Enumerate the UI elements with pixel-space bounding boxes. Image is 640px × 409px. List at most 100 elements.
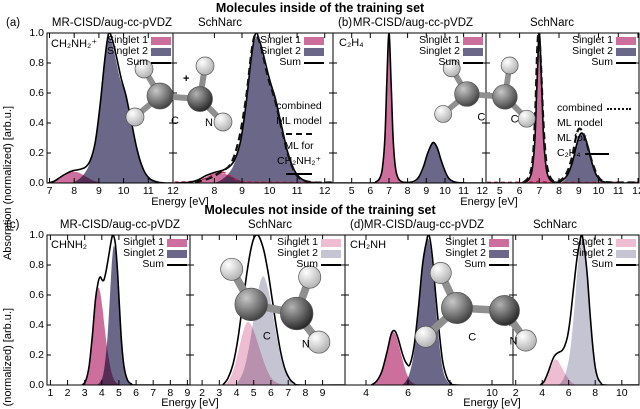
atom-H — [500, 56, 519, 75]
atom-H — [134, 59, 154, 79]
ml-legend-text: ML model — [557, 117, 603, 129]
panel-a-title-schnarc: SchNarc — [197, 17, 243, 29]
y-tick-label-c0: 0.0 — [29, 379, 44, 391]
legend-entry-s1: Singlet 1 — [445, 237, 509, 248]
atom-H — [298, 265, 322, 289]
legend-b1: Singlet 1 Singlet 2 Sum — [572, 35, 636, 68]
legend-d1: Singlet 1 Singlet 2 Sum — [572, 237, 636, 270]
series-c1-singlet2 — [234, 276, 301, 385]
x-tick-label-c0: 5 — [115, 387, 122, 399]
legend-label-s1: Singlet 1 — [107, 34, 148, 46]
x-tick-label-b0: 12 — [476, 185, 489, 197]
atom-label-N: N — [510, 335, 518, 347]
x-tick-label-d0: 4 — [363, 387, 369, 399]
x-tick-label-d1: 2 — [512, 387, 519, 399]
legend-swatch-s1 — [321, 238, 341, 247]
ml-legend-dashed-line — [286, 133, 312, 136]
ml-legend-row: ML for — [557, 131, 637, 146]
y-tick-label-c0: 0.2 — [29, 349, 44, 361]
molecule-ch2nh2: C N + — [125, 56, 233, 132]
subplot-a0 — [46, 32, 174, 184]
x-tick-label-d0: 6 — [405, 387, 411, 399]
legend-entry-sum: Sum — [296, 259, 341, 270]
x-tick-label-c1: 4 — [233, 387, 240, 399]
ml-legend-symbol-row — [255, 129, 343, 139]
legend-swatch-s2 — [151, 47, 171, 56]
legend-label-s2: Singlet 2 — [123, 247, 164, 259]
legend-label-sum: Sum — [464, 258, 486, 270]
x-tick-label-c1: 9 — [319, 387, 326, 399]
legend-entry-s1: Singlet 1 — [107, 35, 171, 46]
atom-N — [187, 86, 213, 112]
legend-line-sum — [167, 263, 187, 266]
legend-a1: Singlet 1 Singlet 2 Sum — [260, 35, 324, 68]
legend-b0: Singlet 1 Singlet 2 Sum — [419, 35, 483, 68]
panel-c-title-mrcisd: MR-CISD/aug-cc-pVDZ — [59, 219, 181, 231]
x-tick-label-a0: 11 — [142, 185, 154, 197]
atom-H — [414, 325, 437, 348]
series-b1-singlet1 — [523, 34, 556, 183]
atom-H — [517, 109, 536, 128]
legend-line-sum — [616, 263, 636, 266]
x-tick-label-b0: 9 — [423, 185, 430, 197]
axes-box-b1 — [485, 32, 640, 184]
subplot-b1 — [485, 32, 640, 184]
legend-swatch-s1 — [616, 238, 636, 247]
series-b0-singlet1 — [374, 34, 404, 183]
legend-swatch-s2 — [304, 47, 324, 56]
legend-entry-s2: Singlet 2 — [572, 46, 636, 57]
y-tick-label-c0: 1.0 — [29, 229, 44, 241]
x-tick-label-a1: 8 — [211, 185, 218, 197]
x-tick-label-d0: 8 — [447, 387, 453, 399]
legend-swatch-s2 — [616, 249, 636, 258]
x-tick-label-c0: 8 — [167, 387, 174, 399]
legend-entry-s1: Singlet 1 — [419, 35, 483, 46]
atom-label-N: N — [302, 338, 310, 350]
atom-H — [307, 330, 331, 354]
y-tick-label-a0: 0.2 — [29, 147, 44, 159]
panel-d-title-schnarc: SchNarc — [532, 219, 578, 231]
x-tick-label-d1: 6 — [565, 387, 572, 399]
ml-legend-text: ML model — [276, 115, 322, 127]
x-tick-label-b1: 8 — [556, 185, 562, 197]
panel-c-title-schnarc: SchNarc — [247, 219, 293, 231]
atom-label-C: C — [511, 114, 519, 126]
atom-H — [220, 257, 244, 281]
x-tick-label-a1: 12 — [318, 185, 331, 197]
atom-C — [234, 287, 268, 322]
legend-d0: Singlet 1 Singlet 2 Sum — [445, 237, 509, 270]
x-tick-label-c0: 3 — [81, 387, 88, 399]
legend-swatch-s2 — [321, 249, 341, 258]
x-tick-label-c1: 2 — [199, 387, 206, 399]
y-tick-label-a0: 1.0 — [29, 27, 44, 39]
ml-legend-a1: combined ML model ML for CH₂NH₂⁺ — [255, 99, 343, 179]
ml-legend-text: ML for — [284, 140, 314, 152]
legend-a0: Singlet 1 Singlet 2 Sum — [107, 35, 171, 68]
legend-entry-sum: Sum — [464, 259, 509, 270]
x-tick-label-a0: 8 — [71, 185, 78, 197]
x-tick-label-d0: 10 — [486, 387, 498, 399]
ml-legend-row: combined — [557, 101, 637, 116]
x-tick-label-b0: 11 — [458, 185, 470, 197]
panel-a-title-mrcisd: MR-CISD/aug-cc-pVDZ — [51, 17, 173, 29]
legend-label-sum: Sum — [296, 258, 318, 270]
series-d0-singlet1 — [372, 332, 419, 385]
x-tick-label-b1: 5 — [496, 185, 503, 197]
legend-swatch-s1 — [489, 238, 509, 247]
molecule-chnh2: CN — [220, 257, 331, 354]
x-axis-label-c: Energy [eV] — [161, 397, 219, 409]
series-c0-singlet2 — [96, 245, 135, 385]
x-tick-label-c1: 7 — [285, 387, 292, 399]
legend-swatch-s1 — [167, 238, 187, 247]
atom-N — [489, 295, 520, 326]
x-tick-label-b0: 7 — [386, 185, 392, 197]
atom-H — [213, 112, 233, 132]
panel-b-title-schnarc: SchNarc — [529, 17, 575, 29]
x-tick-label-b0: 6 — [367, 185, 374, 197]
ml-legend-text: C₂H₄ — [557, 147, 581, 159]
legend-c0: Singlet 1 Singlet 2 Sum — [123, 237, 187, 270]
panel-c-tag: (c) — [6, 219, 20, 231]
x-tick-label-b1: 11 — [612, 185, 624, 197]
legend-entry-s1: Singlet 1 — [123, 237, 187, 248]
x-tick-label-a0: 10 — [117, 185, 130, 197]
